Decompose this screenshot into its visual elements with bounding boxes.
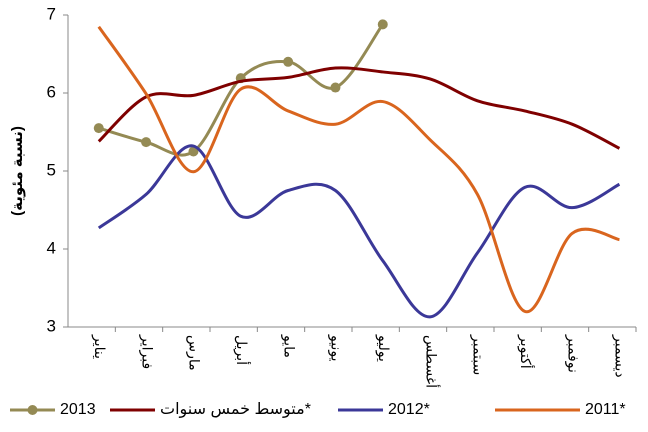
- x-tick-label: ديسمبر: [612, 334, 629, 378]
- y-tick-label: 6: [47, 82, 56, 101]
- marker: [188, 146, 199, 157]
- x-tick-label: يونيو: [328, 334, 345, 362]
- y-tick-label: 4: [47, 238, 56, 257]
- x-tick-label: سبتمبر: [470, 334, 487, 375]
- x-tick-label: مارس: [186, 335, 203, 371]
- series-line: [97, 66, 621, 150]
- x-tick-label: أبريل: [233, 335, 251, 365]
- x-tick-label: نوفمبر: [564, 334, 581, 373]
- series-line: [97, 144, 621, 319]
- marker: [93, 123, 104, 134]
- marker: [141, 137, 152, 148]
- y-tick-label: 3: [47, 316, 56, 335]
- y-tick-label: 7: [47, 4, 56, 23]
- series-line: [97, 25, 620, 313]
- marker: [377, 19, 388, 30]
- y-axis-label: (نسبة مئوية): [9, 126, 26, 216]
- legend-marker: [27, 405, 38, 415]
- x-tick-label: مايو: [280, 334, 297, 358]
- legend-label: 2013: [60, 401, 96, 418]
- marker: [330, 82, 341, 93]
- x-tick-label: يناير: [91, 334, 108, 359]
- legend-label: متوسط خمس سنوات*: [160, 401, 311, 419]
- legend-label: 2011*: [585, 401, 626, 418]
- x-tick-label: أكتوبر: [517, 334, 535, 369]
- x-tick-label: أغسطس: [422, 335, 440, 388]
- x-tick-label: فبراير: [138, 334, 155, 369]
- marker: [283, 56, 294, 67]
- legend-label: 2012*: [388, 401, 430, 418]
- y-tick-label: 5: [47, 160, 56, 179]
- x-tick-label: يوليو: [375, 334, 392, 362]
